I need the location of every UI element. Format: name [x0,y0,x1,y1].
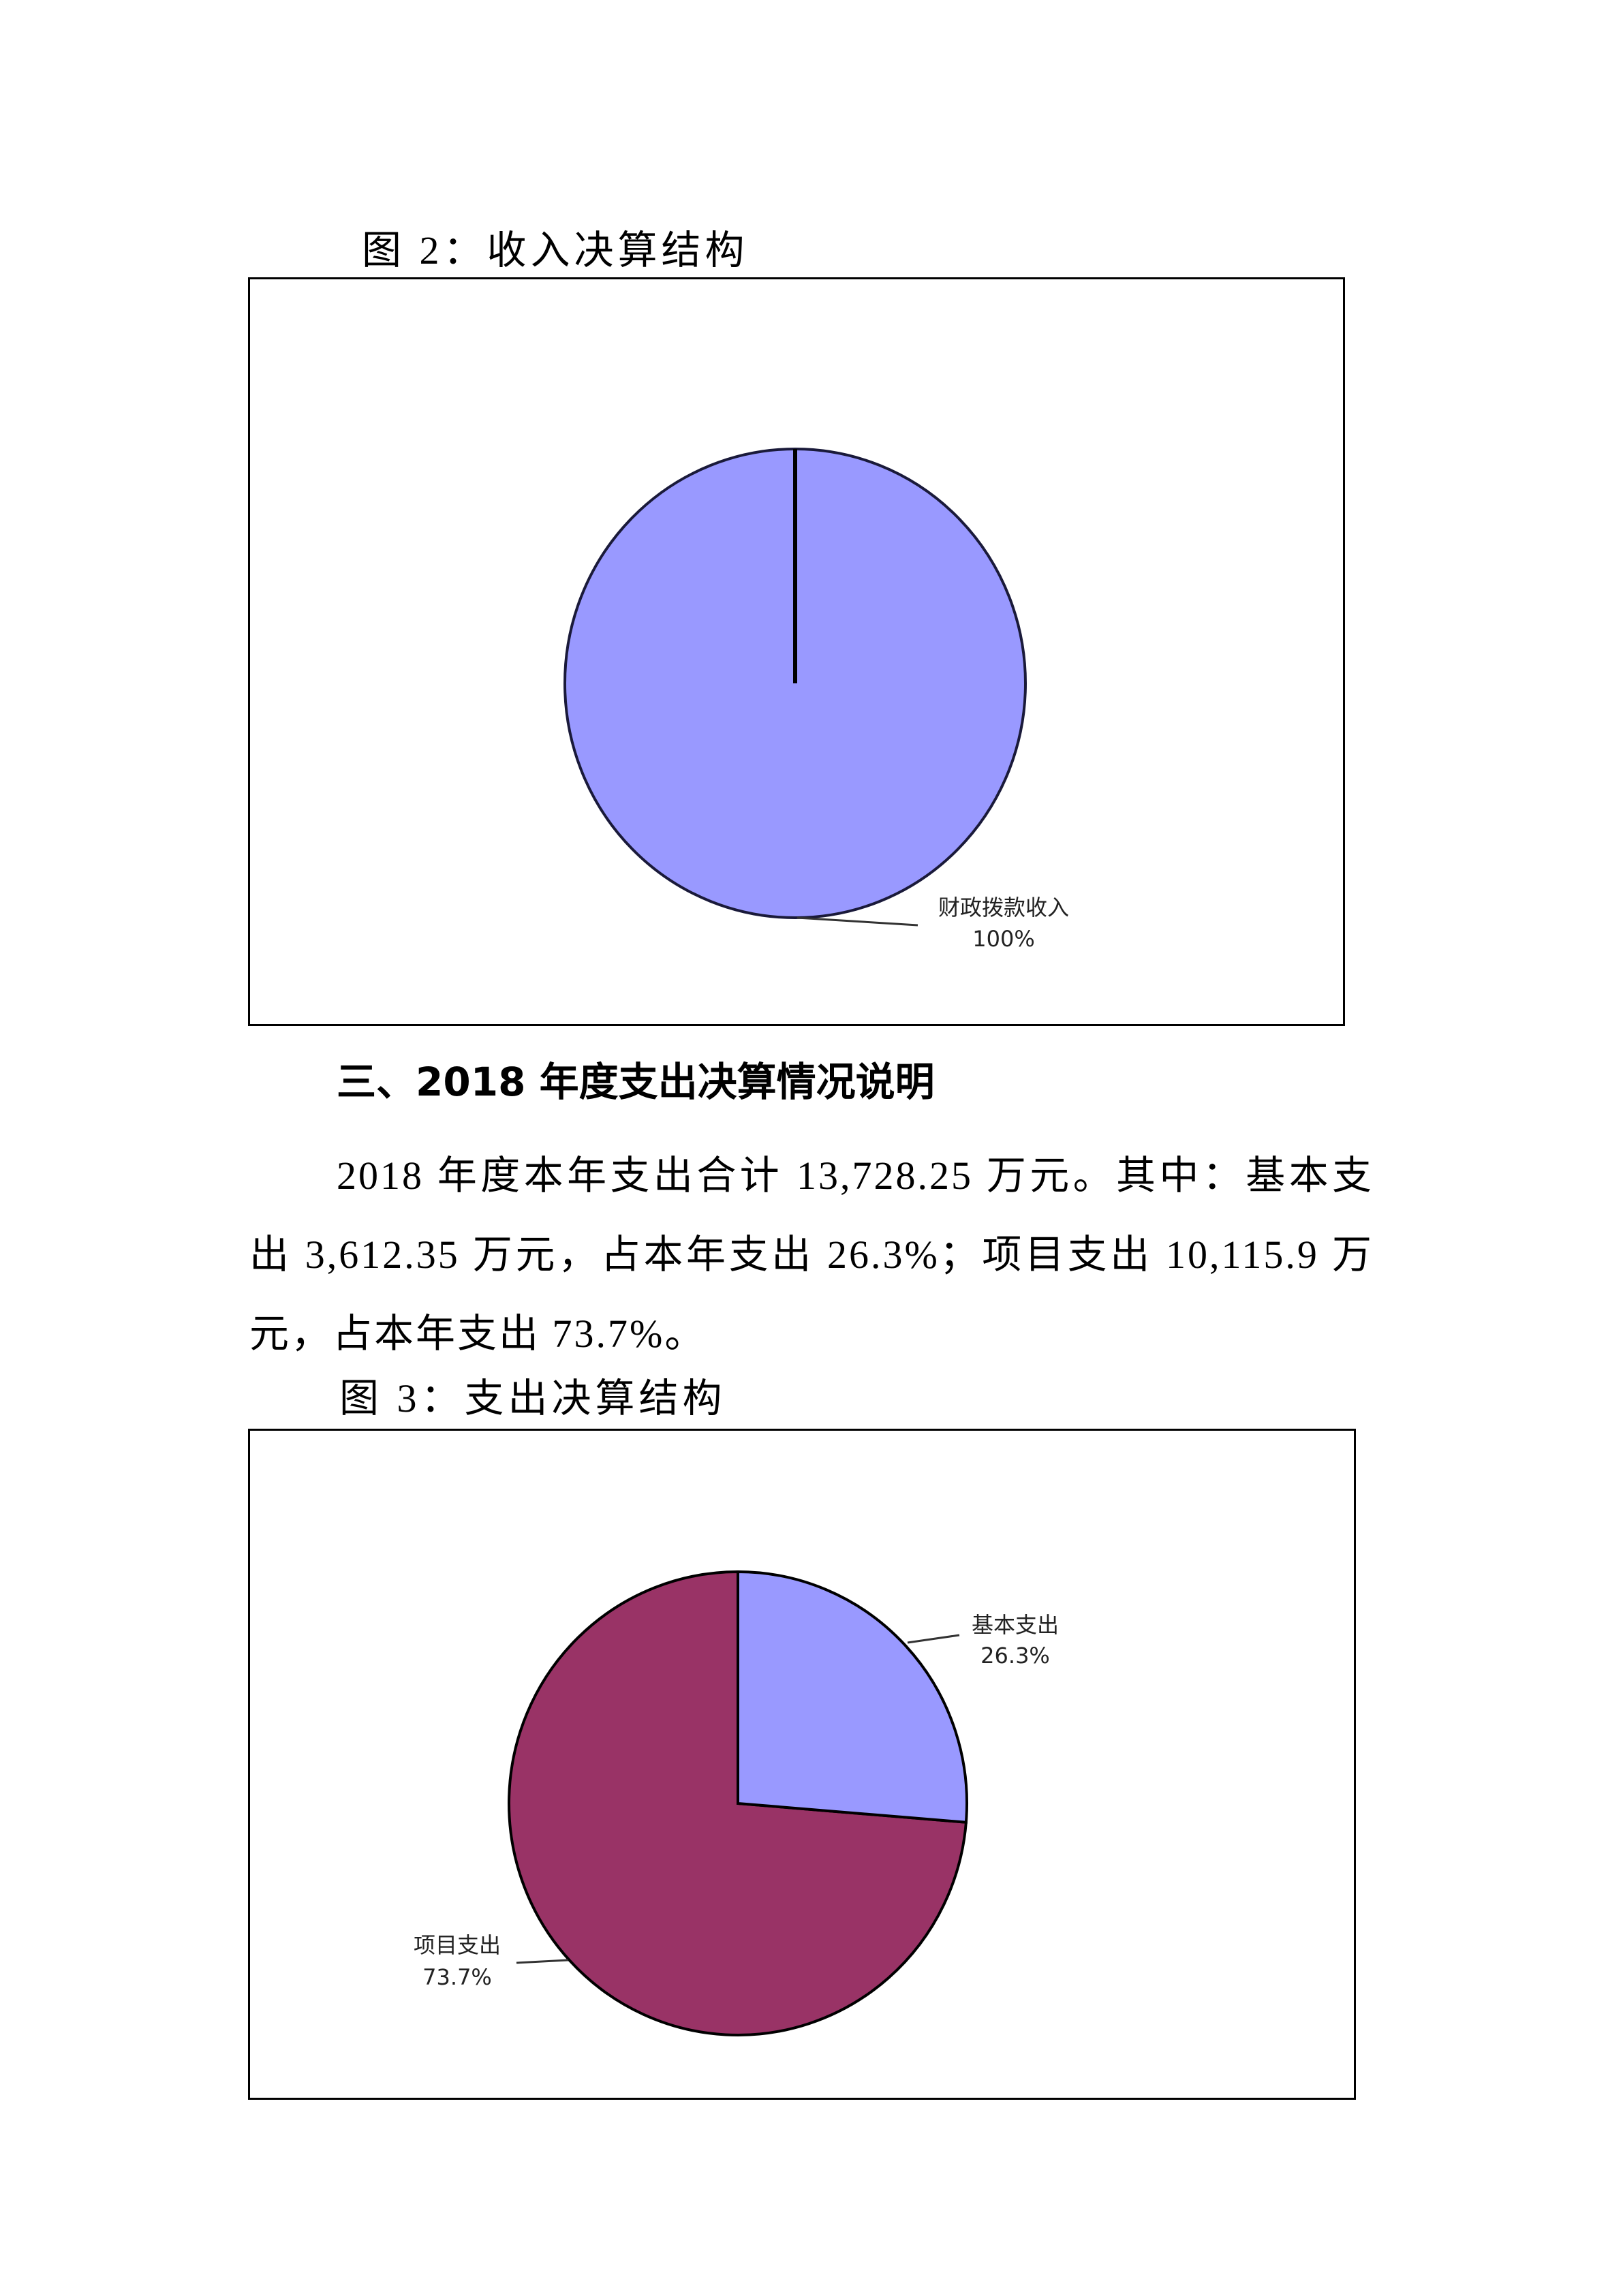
leader-line-basic [907,1634,960,1644]
leader-line-project [516,1959,569,1964]
pie-slice-basic-expenditure [737,1570,968,1824]
data-label-value: 100% [972,926,1034,952]
data-label-value-basic: 26.3% [980,1643,1050,1669]
data-label-value-project: 73.7% [422,1964,492,1990]
data-label-name-basic: 基本支出 [972,1612,1059,1638]
section-paragraph: 2018 年度本年支出合计 13,728.25 万元。其中：基本支出 3,612… [249,1153,1374,1356]
data-label-name: 财政拨款收入 [938,895,1069,920]
section-heading: 三、2018 年度支出决算情况说明 [337,1059,935,1105]
data-label-name-project: 项目支出 [414,1932,501,1958]
leader-line [797,916,918,927]
figure-2-caption: 图 2：收入决算结构 [362,228,749,273]
figure-2-pie: 财政拨款收入 100% [563,448,1069,952]
figure-3-caption: 图 3：支出决算结构 [339,1376,726,1421]
figure-3-pie: 基本支出 26.3% 项目支出 73.7% [414,1570,1059,2036]
